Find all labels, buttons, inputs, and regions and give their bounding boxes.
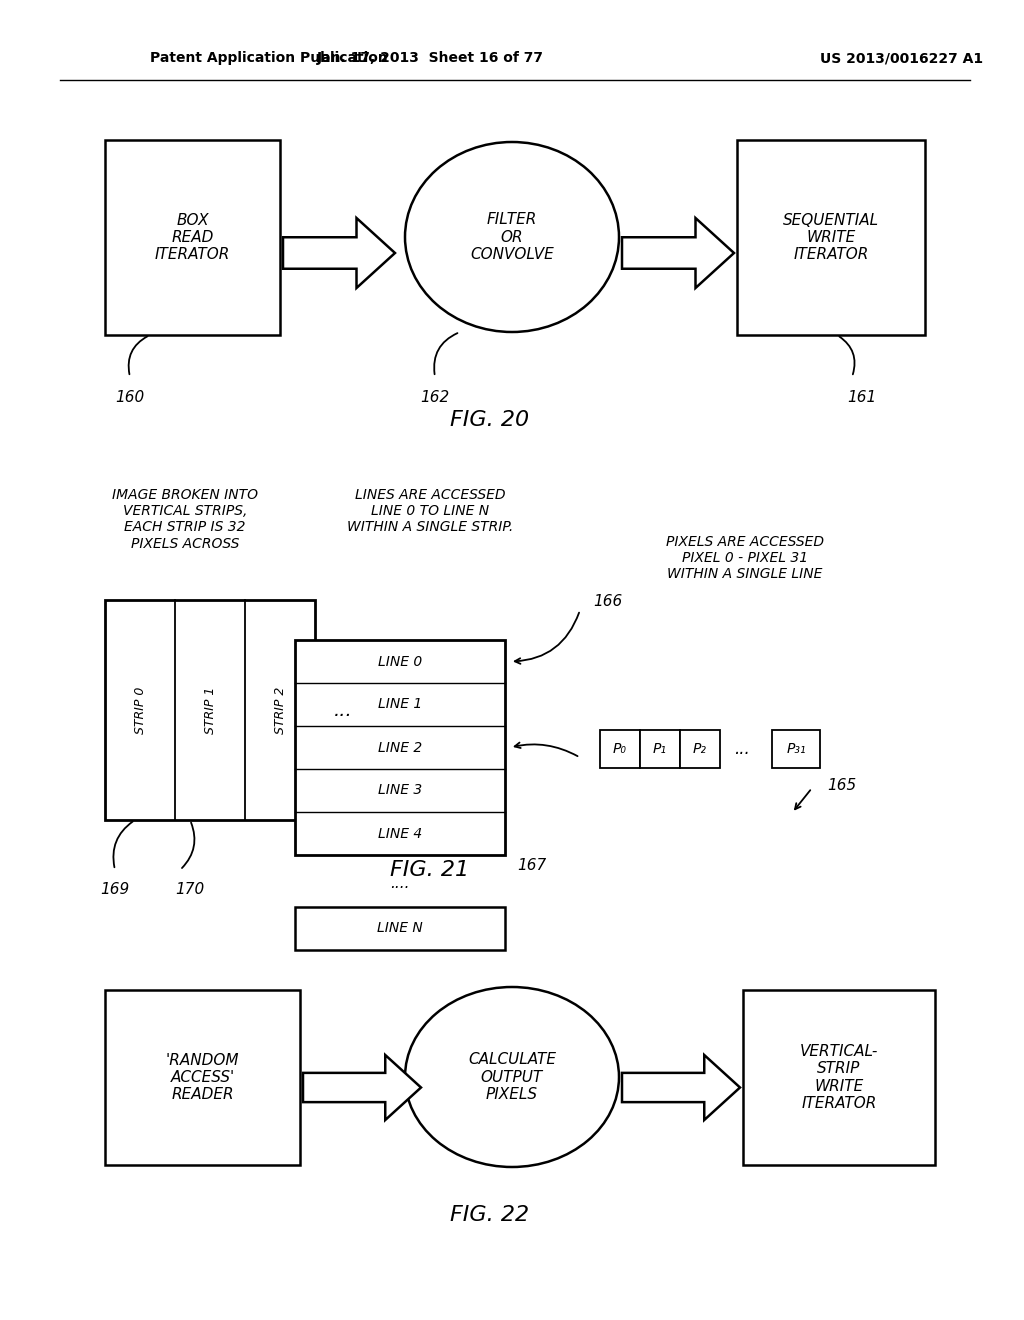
Text: P₁: P₁ (653, 742, 667, 756)
Text: VERTICAL-
STRIP
WRITE
ITERATOR: VERTICAL- STRIP WRITE ITERATOR (800, 1044, 879, 1111)
Text: STRIP 1: STRIP 1 (204, 686, 216, 734)
Bar (105, 601, 315, 820)
Text: P₂: P₂ (693, 742, 707, 756)
Text: FILTER
OR
CONVOLVE: FILTER OR CONVOLVE (470, 213, 554, 261)
Text: 166: 166 (593, 594, 623, 610)
Polygon shape (622, 218, 734, 288)
Bar (737, 140, 925, 335)
Bar (600, 730, 640, 768)
Bar (680, 730, 720, 768)
Text: 167: 167 (517, 858, 546, 873)
Ellipse shape (406, 987, 618, 1167)
Bar (743, 990, 935, 1166)
Ellipse shape (406, 143, 618, 333)
Text: LINE N: LINE N (377, 921, 423, 936)
Bar (772, 730, 820, 768)
Text: 161: 161 (847, 389, 877, 404)
Text: FIG. 21: FIG. 21 (390, 861, 470, 880)
Text: FIG. 22: FIG. 22 (451, 1205, 529, 1225)
Text: 169: 169 (100, 883, 129, 898)
Text: SEQUENTIAL
WRITE
ITERATOR: SEQUENTIAL WRITE ITERATOR (783, 213, 879, 263)
Text: CALCULATE
OUTPUT
PIXELS: CALCULATE OUTPUT PIXELS (468, 1052, 556, 1102)
Bar (105, 990, 300, 1166)
Text: LINE 3: LINE 3 (378, 784, 422, 797)
Text: ...: ... (734, 741, 750, 758)
Text: Jan. 17, 2013  Sheet 16 of 77: Jan. 17, 2013 Sheet 16 of 77 (316, 51, 544, 65)
Text: 160: 160 (115, 389, 144, 404)
Text: Patent Application Publication: Patent Application Publication (150, 51, 388, 65)
Bar (640, 730, 680, 768)
Text: 165: 165 (827, 779, 856, 793)
Text: BOX
READ
ITERATOR: BOX READ ITERATOR (155, 213, 230, 263)
Text: 'RANDOM
ACCESS'
READER: 'RANDOM ACCESS' READER (166, 1052, 240, 1102)
Text: LINES ARE ACCESSED
LINE 0 TO LINE N
WITHIN A SINGLE STRIP.: LINES ARE ACCESSED LINE 0 TO LINE N WITH… (347, 488, 513, 535)
Polygon shape (303, 1055, 421, 1119)
Polygon shape (622, 1055, 740, 1119)
Text: 162: 162 (420, 389, 450, 404)
Text: US 2013/0016227 A1: US 2013/0016227 A1 (820, 51, 983, 65)
Text: IMAGE BROKEN INTO
VERTICAL STRIPS,
EACH STRIP IS 32
PIXELS ACROSS: IMAGE BROKEN INTO VERTICAL STRIPS, EACH … (112, 488, 258, 550)
Text: P₃₁: P₃₁ (786, 742, 806, 756)
Bar (295, 640, 505, 855)
Bar (105, 140, 280, 335)
Text: PIXELS ARE ACCESSED
PIXEL 0 - PIXEL 31
WITHIN A SINGLE LINE: PIXELS ARE ACCESSED PIXEL 0 - PIXEL 31 W… (666, 535, 824, 581)
Text: STRIP 0: STRIP 0 (133, 686, 146, 734)
Text: P₀: P₀ (613, 742, 627, 756)
Text: 170: 170 (175, 883, 204, 898)
Text: LINE 4: LINE 4 (378, 826, 422, 841)
Text: ...: ... (334, 701, 352, 719)
Polygon shape (283, 218, 395, 288)
Text: LINE 1: LINE 1 (378, 697, 422, 711)
Text: LINE 2: LINE 2 (378, 741, 422, 755)
Text: STRIP 2: STRIP 2 (273, 686, 287, 734)
Text: FIG. 20: FIG. 20 (451, 411, 529, 430)
Bar (295, 907, 505, 950)
Text: LINE 0: LINE 0 (378, 655, 422, 668)
Text: ....: .... (390, 875, 410, 891)
